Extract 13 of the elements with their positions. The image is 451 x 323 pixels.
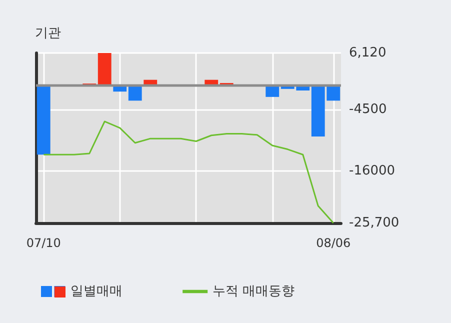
bar (98, 53, 112, 86)
x-tick-label: 07/10 (26, 236, 61, 250)
chart-title: 기관 (35, 26, 61, 41)
y-tick-label: -16000 (349, 164, 396, 179)
y-tick-label: 6,120 (349, 46, 386, 60)
bar (36, 86, 50, 155)
y-tick-label: -4500 (349, 102, 387, 118)
x-tick-label: 08/06 (316, 236, 351, 250)
legend-label: 일별매매 (70, 284, 123, 299)
line-series (42, 120, 334, 224)
y-tick-label: -25,700 (349, 216, 400, 230)
bar (128, 86, 142, 101)
legend-label: 누적 매매동향 (212, 284, 295, 299)
